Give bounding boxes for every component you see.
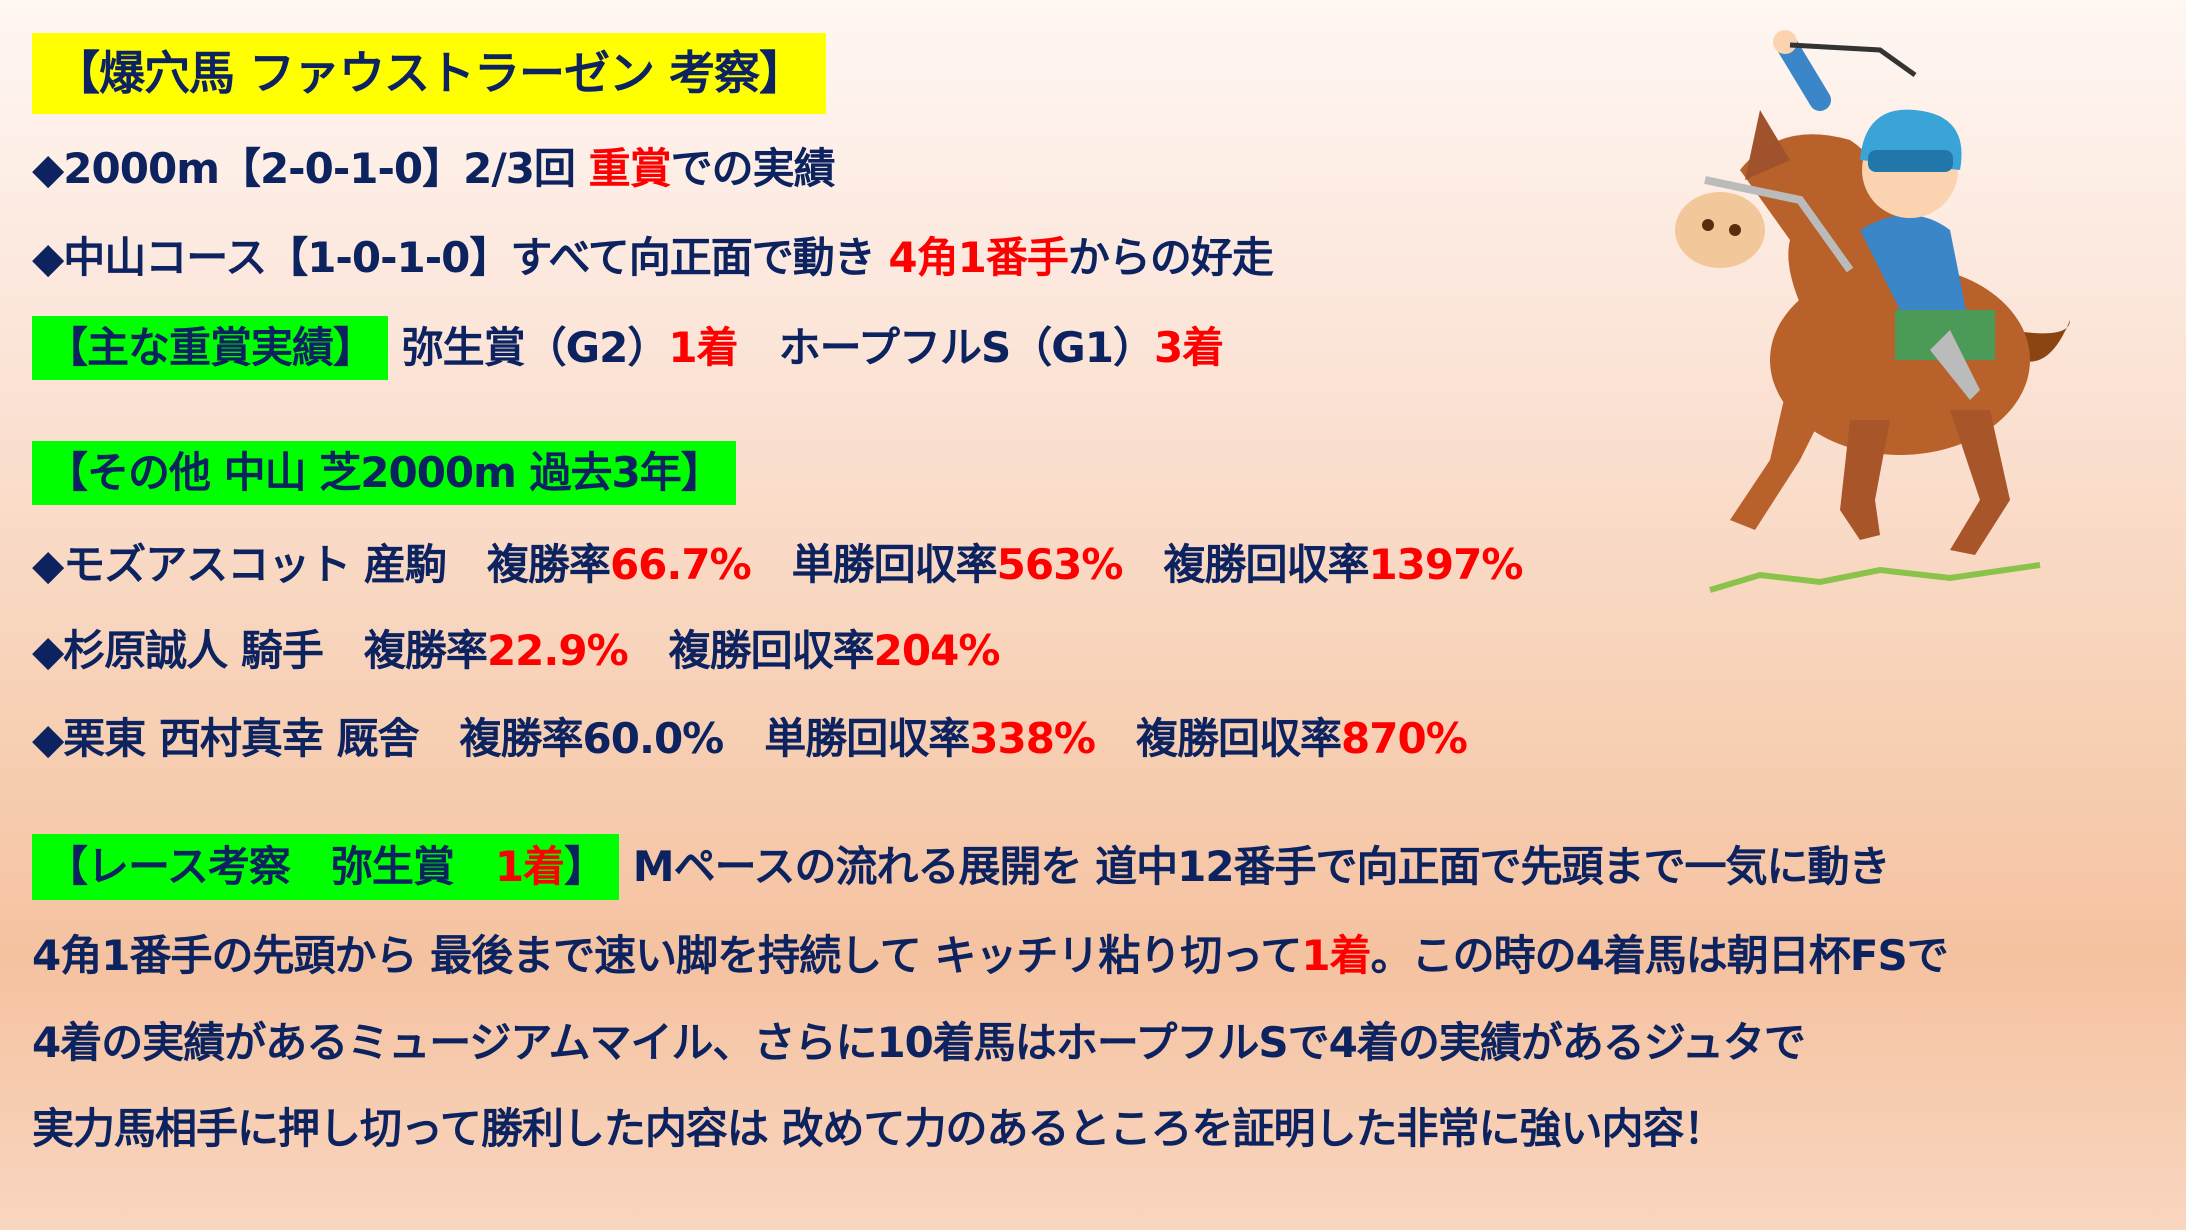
race-analysis-line4: 実力馬相手に押し切って勝利した内容は 改めて力のあるところを証明した非常に強い内…	[32, 1104, 1726, 1153]
section2-heading: 【その他 中山 芝2000m 過去3年】	[32, 441, 736, 505]
race-analysis-label: 【レース考察 弥生賞 1着】	[32, 834, 620, 900]
highlight-text: 870%	[1341, 714, 1468, 763]
text: Mペースの流れる展開を 道中12番手で向正面で先頭まで一気に動き	[619, 842, 1891, 891]
text: 。この時の4着馬は朝日杯FSで	[1370, 931, 1949, 980]
stat-row-sire: ◆モズアスコット 産駒 複勝率66.7% 単勝回収率563% 複勝回収率1397…	[32, 535, 1523, 595]
graded-record-line: 【主な重賞実績】 弥生賞（G2）1着 ホープフルS（G1）3着	[32, 316, 1224, 380]
text: ホープフルS（G1）	[737, 323, 1155, 372]
course-record-line: ◆中山コース【1-0-1-0】すべて向正面で動き 4角1番手からの好走	[32, 228, 1274, 288]
text: ◆栗東 西村真幸 厩舎 複勝率60.0% 単勝回収率	[32, 714, 970, 763]
text: ◆杉原誠人 騎手 複勝率	[32, 626, 488, 675]
stat-row-jockey: ◆杉原誠人 騎手 複勝率22.9% 複勝回収率204%	[32, 621, 1001, 681]
text: ◆中山コース【1-0-1-0】すべて向正面で動き	[32, 233, 889, 282]
highlight-text: 1397%	[1368, 540, 1523, 589]
text: からの好走	[1067, 233, 1274, 282]
race-analysis-line1: 【レース考察 弥生賞 1着】 Mペースの流れる展開を 道中12番手で向正面で先頭…	[32, 834, 1891, 900]
highlight-text: 1着	[668, 323, 738, 372]
section2-label: 【その他 中山 芝2000m 過去3年】	[32, 441, 736, 505]
page-title: 【爆穴馬 ファウストラーゼン 考察】	[32, 33, 827, 114]
text: 】	[564, 842, 606, 891]
distance-record-line: ◆2000m【2-0-1-0】2/3回 重賞での実績	[32, 139, 836, 199]
highlight-text: 3着	[1154, 323, 1224, 372]
highlight-text: 563%	[996, 540, 1124, 589]
graded-record-label: 【主な重賞実績】	[32, 316, 389, 380]
text: 複勝回収率	[1095, 714, 1342, 763]
highlight-text: 22.9%	[486, 626, 629, 675]
text: 4角1番手の先頭から 最後まで速い脚を持続して キッチリ粘り切って	[32, 931, 1302, 980]
highlight-text: 1着	[1301, 931, 1371, 980]
text: 単勝回収率	[750, 540, 998, 589]
jockey-on-horse-icon	[1675, 30, 2070, 593]
text: 【レース考察 弥生賞	[46, 842, 495, 891]
highlight-text: 204%	[873, 626, 1001, 675]
text: ◆2000m【2-0-1-0】2/3回	[32, 144, 589, 193]
text: 複勝回収率	[627, 626, 875, 675]
title-box: 【爆穴馬 ファウストラーゼン 考察】	[32, 33, 827, 114]
text: 複勝回収率	[1122, 540, 1369, 589]
race-analysis-line2: 4角1番手の先頭から 最後まで速い脚を持続して キッチリ粘り切って1着。この時の…	[32, 926, 1949, 986]
highlight-text: 66.7%	[609, 540, 752, 589]
text: ◆モズアスコット 産駒 複勝率	[32, 540, 611, 589]
highlight-text: 1着	[494, 842, 565, 891]
race-analysis-line3: 4着の実績があるミュージアムマイル、さらに10着馬はホープフルSで4着の実績があ…	[32, 1018, 1806, 1067]
stat-row-stable: ◆栗東 西村真幸 厩舎 複勝率60.0% 単勝回収率338% 複勝回収率870%	[32, 709, 1468, 769]
highlight-text: 4角1番手	[888, 233, 1068, 282]
highlight-text: 338%	[969, 714, 1096, 763]
text: での実績	[670, 144, 836, 193]
highlight-text: 重賞	[588, 144, 672, 193]
text: 弥生賞（G2）	[388, 323, 670, 372]
